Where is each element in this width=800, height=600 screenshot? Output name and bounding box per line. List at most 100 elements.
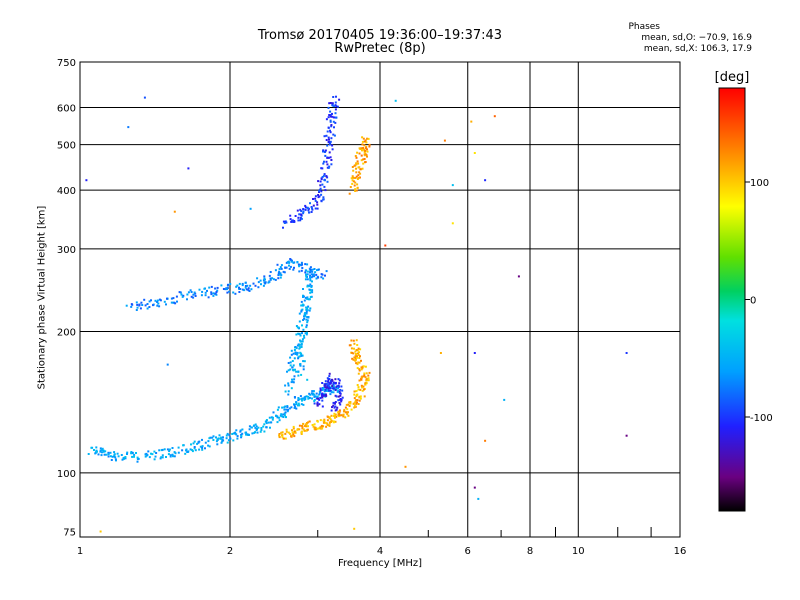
data-point — [366, 150, 369, 153]
data-point — [278, 273, 281, 276]
data-point — [311, 424, 314, 426]
y-tick-label: 600 — [57, 103, 76, 114]
data-point — [280, 267, 283, 270]
data-point — [332, 420, 335, 423]
data-point — [362, 162, 365, 165]
data-point — [204, 294, 207, 297]
colorbar-ticks: 100 0 -100 — [745, 178, 773, 424]
data-point — [335, 415, 338, 418]
data-point — [240, 436, 243, 439]
data-point — [289, 265, 292, 268]
data-point — [229, 283, 232, 285]
data-point — [114, 456, 117, 459]
data-point — [356, 355, 358, 358]
data-point — [179, 291, 182, 294]
data-point — [320, 393, 323, 396]
data-point — [286, 370, 288, 373]
data-point — [338, 379, 341, 382]
data-point — [356, 151, 359, 154]
data-point — [302, 422, 305, 425]
data-point — [362, 148, 365, 151]
data-point — [248, 428, 251, 431]
data-point — [117, 455, 120, 458]
data-point — [232, 432, 235, 435]
data-point — [276, 416, 279, 419]
data-point — [328, 421, 331, 424]
data-point — [153, 458, 156, 461]
data-point — [355, 167, 357, 170]
data-point — [368, 145, 371, 148]
data-point — [330, 414, 333, 417]
data-point — [358, 361, 361, 364]
data-point — [322, 174, 325, 177]
data-point — [360, 147, 363, 150]
data-point — [364, 139, 367, 142]
data-point — [300, 269, 303, 272]
data-point — [241, 432, 244, 435]
data-point — [293, 220, 296, 223]
data-point — [300, 354, 303, 357]
data-point — [182, 444, 185, 447]
data-point — [291, 360, 294, 362]
data-point — [198, 448, 201, 451]
data-point — [310, 392, 313, 395]
data-point — [295, 403, 298, 405]
data-point — [309, 296, 312, 298]
data-point — [355, 156, 358, 159]
data-point — [331, 102, 334, 105]
data-point — [360, 359, 362, 362]
data-point — [296, 344, 299, 347]
data-point — [324, 274, 326, 277]
data-point — [218, 434, 221, 437]
data-point — [297, 216, 300, 219]
data-point — [309, 283, 312, 286]
data-point — [365, 379, 368, 382]
data-point — [289, 218, 292, 221]
data-point — [177, 446, 180, 449]
data-point — [342, 413, 345, 416]
data-point — [276, 415, 279, 418]
data-point — [316, 401, 319, 404]
data-point — [333, 388, 335, 391]
data-point — [328, 422, 331, 425]
data-point — [302, 365, 305, 368]
data-point — [303, 317, 306, 320]
data-point — [146, 454, 149, 456]
data-point — [290, 435, 293, 438]
data-point — [359, 172, 362, 175]
data-point — [321, 273, 324, 276]
data-point — [247, 289, 250, 292]
data-point — [327, 156, 330, 159]
data-point — [293, 404, 296, 407]
data-point — [212, 292, 215, 295]
data-point — [139, 307, 142, 310]
data-point — [329, 140, 332, 143]
data-point — [318, 427, 320, 430]
data-point — [193, 446, 196, 448]
data-point — [236, 435, 239, 438]
data-point — [199, 445, 202, 448]
data-point — [367, 374, 370, 377]
data-point — [310, 285, 313, 287]
data-point — [161, 454, 164, 457]
data-point — [299, 216, 302, 219]
data-point — [318, 195, 321, 198]
data-point — [302, 210, 305, 213]
data-point — [280, 274, 283, 277]
phase-stats-o: mean, sd,O: −70.9, 16.9 — [641, 33, 752, 43]
data-point — [158, 298, 161, 301]
data-point — [340, 414, 343, 417]
data-point — [298, 312, 301, 315]
data-point — [165, 303, 167, 306]
data-point — [295, 333, 298, 336]
data-point — [307, 421, 309, 424]
data-point — [362, 147, 365, 149]
data-point — [298, 265, 301, 268]
data-point — [365, 378, 368, 381]
data-point — [226, 432, 229, 435]
data-point — [329, 389, 332, 392]
data-point — [187, 450, 190, 453]
data-point — [234, 431, 236, 434]
data-point — [357, 347, 360, 350]
data-point — [204, 291, 207, 294]
